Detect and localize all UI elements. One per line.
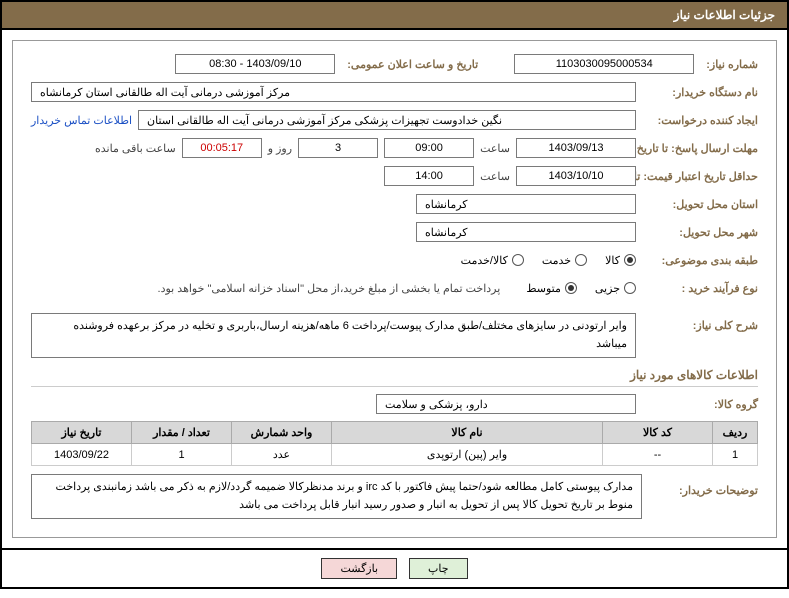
province-label: استان محل تحویل: [648, 198, 758, 211]
radio-medium-label: متوسط [526, 282, 561, 295]
cell-code: -- [603, 444, 713, 466]
radio-icon [624, 254, 636, 266]
items-section-title: اطلاعات کالاهای مورد نیاز [31, 368, 758, 387]
group-field: دارو، پزشکی و سلامت [376, 394, 636, 414]
validity-label: حداقل تاریخ اعتبار قیمت: تا تاریخ: [648, 170, 758, 183]
category-label: طبقه بندی موضوعی: [648, 254, 758, 267]
th-row: ردیف [713, 422, 758, 444]
radio-partial-label: جزیی [595, 282, 620, 295]
cell-row: 1 [713, 444, 758, 466]
table-header-row: ردیف کد کالا نام کالا واحد شمارش تعداد /… [32, 422, 758, 444]
city-field: کرمانشاه [416, 222, 636, 242]
print-button[interactable]: چاپ [409, 558, 468, 579]
radio-goods-label: کالا [605, 254, 620, 267]
buyer-notes-field: مدارک پیوستی کامل مطالعه شود/حتما پیش فا… [31, 474, 642, 519]
page-container: جزئیات اطلاعات نیاز شماره نیاز: 11030300… [0, 0, 789, 589]
th-qty: تعداد / مقدار [132, 422, 232, 444]
radio-partial[interactable]: جزیی [595, 282, 636, 295]
category-radio-group: کالا خدمت کالا/خدمت [461, 254, 636, 267]
process-note: پرداخت تمام یا بخشی از مبلغ خرید،از محل … [158, 282, 501, 295]
time-label-2: ساعت [480, 170, 510, 183]
validity-time-field: 14:00 [384, 166, 474, 186]
table-row: 1--وایر (پین) ارتوپدیعدد11403/09/22 [32, 444, 758, 466]
radio-icon [624, 282, 636, 294]
buyer-label: نام دستگاه خریدار: [648, 86, 758, 99]
buyer-notes-label: توضیحات خریدار: [648, 474, 758, 497]
deadline-label: مهلت ارسال پاسخ: تا تاریخ: [648, 142, 758, 155]
radio-service[interactable]: خدمت [542, 254, 587, 267]
radio-both-label: کالا/خدمت [461, 254, 508, 267]
requester-label: ایجاد کننده درخواست: [648, 114, 758, 127]
deadline-date-field: 1403/09/13 [516, 138, 636, 158]
process-label: نوع فرآیند خرید : [648, 282, 758, 295]
cell-unit: عدد [232, 444, 332, 466]
desc-field: وایر ارتودنی در سایزهای مختلف/طبق مدارک … [31, 313, 636, 358]
contact-link[interactable]: اطلاعات تماس خریدار [31, 114, 132, 127]
cell-name: وایر (پین) ارتوپدی [332, 444, 603, 466]
radio-service-label: خدمت [542, 254, 571, 267]
radio-icon [512, 254, 524, 266]
countdown-field: 00:05:17 [182, 138, 262, 158]
city-label: شهر محل تحویل: [648, 226, 758, 239]
radio-icon [575, 254, 587, 266]
validity-date-field: 1403/10/10 [516, 166, 636, 186]
items-table: ردیف کد کالا نام کالا واحد شمارش تعداد /… [31, 421, 758, 466]
requester-field: نگین خدادوست تجهیزات پزشکی مرکز آموزشی د… [138, 110, 636, 130]
days-field: 3 [298, 138, 378, 158]
buyer-field: مرکز آموزشی درمانی آیت اله طالقانی استان… [31, 82, 636, 102]
deadline-time-field: 09:00 [384, 138, 474, 158]
days-suffix: روز و [268, 142, 292, 155]
content-panel: شماره نیاز: 1103030095000534 تاریخ و ساع… [12, 40, 777, 538]
desc-label: شرح کلی نیاز: [648, 313, 758, 332]
radio-icon [565, 282, 577, 294]
th-name: نام کالا [332, 422, 603, 444]
need-no-label: شماره نیاز: [706, 58, 758, 71]
th-unit: واحد شمارش [232, 422, 332, 444]
cell-qty: 1 [132, 444, 232, 466]
th-code: کد کالا [603, 422, 713, 444]
announce-label: تاریخ و ساعت اعلان عمومی: [347, 58, 478, 71]
province-field: کرمانشاه [416, 194, 636, 214]
page-title: جزئیات اطلاعات نیاز [2, 2, 787, 30]
th-date: تاریخ نیاز [32, 422, 132, 444]
radio-both[interactable]: کالا/خدمت [461, 254, 524, 267]
back-button[interactable]: بازگشت [321, 558, 397, 579]
need-no-field: 1103030095000534 [514, 54, 694, 74]
cell-date: 1403/09/22 [32, 444, 132, 466]
remain-suffix: ساعت باقی مانده [95, 142, 176, 155]
process-radio-group: جزیی متوسط [526, 282, 636, 295]
radio-medium[interactable]: متوسط [526, 282, 577, 295]
button-row: چاپ بازگشت [2, 548, 787, 587]
time-label-1: ساعت [480, 142, 510, 155]
radio-goods[interactable]: کالا [605, 254, 636, 267]
announce-field: 1403/09/10 - 08:30 [175, 54, 335, 74]
group-label: گروه کالا: [648, 398, 758, 411]
